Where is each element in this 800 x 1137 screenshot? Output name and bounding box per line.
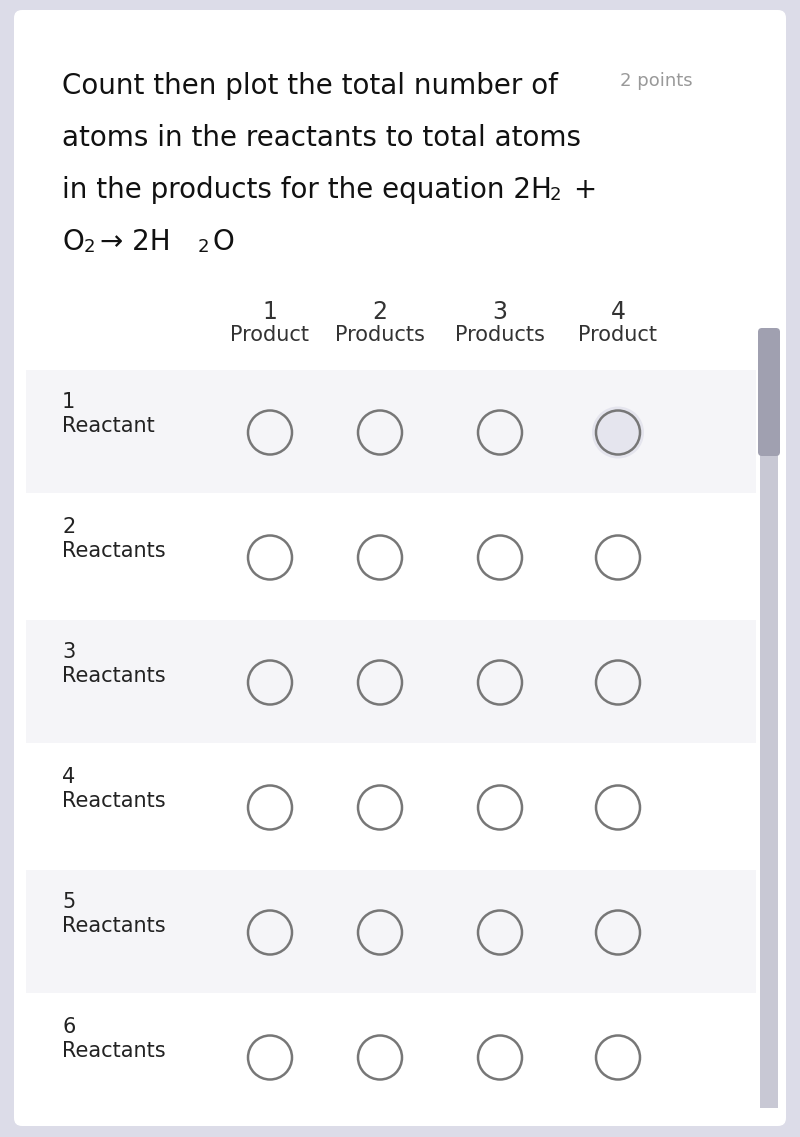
Text: in the products for the equation 2H: in the products for the equation 2H xyxy=(62,176,552,204)
Text: 2: 2 xyxy=(84,238,95,256)
Text: 3: 3 xyxy=(493,300,507,324)
Text: Products: Products xyxy=(335,325,425,345)
FancyBboxPatch shape xyxy=(26,370,756,493)
Text: 2: 2 xyxy=(373,300,387,324)
FancyBboxPatch shape xyxy=(26,495,756,619)
Text: 4: 4 xyxy=(610,300,626,324)
FancyBboxPatch shape xyxy=(26,620,756,742)
FancyBboxPatch shape xyxy=(14,10,786,1126)
FancyBboxPatch shape xyxy=(758,327,780,456)
Text: Reactants: Reactants xyxy=(62,666,166,686)
Text: Reactants: Reactants xyxy=(62,916,166,936)
Text: atoms in the reactants to total atoms: atoms in the reactants to total atoms xyxy=(62,124,581,152)
Text: 3: 3 xyxy=(62,642,75,662)
Text: Product: Product xyxy=(230,325,310,345)
Text: Product: Product xyxy=(578,325,658,345)
Text: Reactant: Reactant xyxy=(62,416,154,435)
FancyBboxPatch shape xyxy=(760,330,778,1107)
Text: 5: 5 xyxy=(62,893,75,912)
FancyBboxPatch shape xyxy=(26,995,756,1118)
Text: → 2H: → 2H xyxy=(100,229,170,256)
Text: 6: 6 xyxy=(62,1016,75,1037)
Text: 2: 2 xyxy=(550,186,562,204)
Text: 2: 2 xyxy=(62,517,75,537)
Circle shape xyxy=(592,407,644,458)
FancyBboxPatch shape xyxy=(26,745,756,868)
Text: +: + xyxy=(565,176,598,204)
Text: Reactants: Reactants xyxy=(62,541,166,561)
Text: Reactants: Reactants xyxy=(62,791,166,811)
FancyBboxPatch shape xyxy=(26,870,756,993)
Text: Reactants: Reactants xyxy=(62,1041,166,1061)
Text: O: O xyxy=(62,229,84,256)
Text: 4: 4 xyxy=(62,767,75,787)
Text: 1: 1 xyxy=(62,392,75,412)
Text: Products: Products xyxy=(455,325,545,345)
Text: Count then plot the total number of: Count then plot the total number of xyxy=(62,72,558,100)
Text: 2: 2 xyxy=(198,238,210,256)
Text: 1: 1 xyxy=(262,300,278,324)
Text: 2 points: 2 points xyxy=(620,72,693,90)
Text: O: O xyxy=(212,229,234,256)
